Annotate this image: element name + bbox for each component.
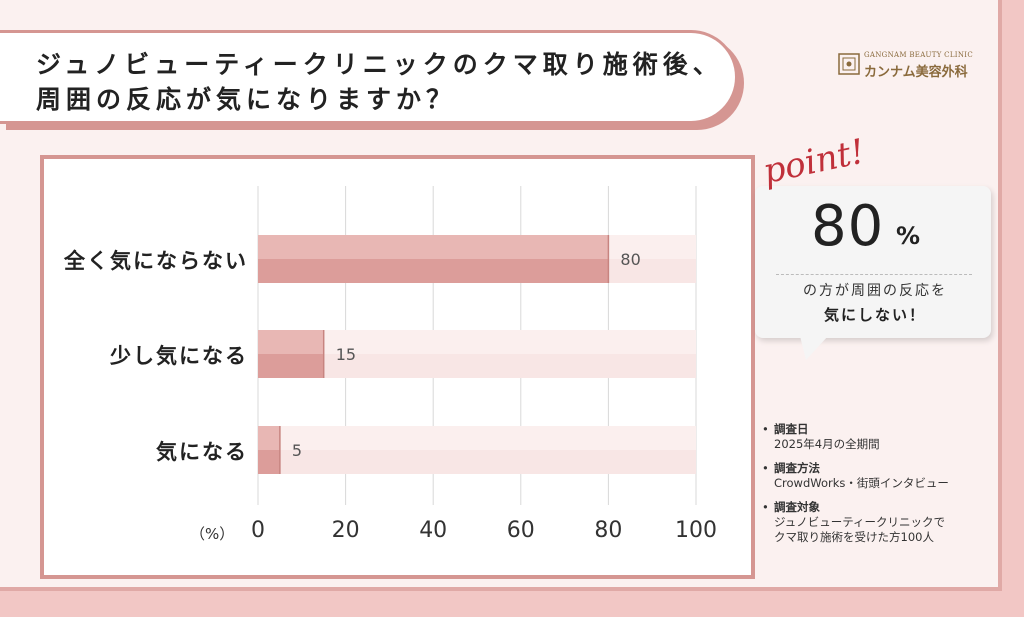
note-value: 2025年4月の全期間	[774, 437, 880, 451]
note-value: クマ取り施術を受けた方100人	[774, 530, 934, 544]
title-line-2: 周囲の反応が気になりますか？	[36, 85, 457, 114]
title-banner: ジュノビューティークリニックのクマ取り施術後、 周囲の反応が気になりますか？	[0, 30, 738, 124]
clinic-emblem-icon	[838, 53, 860, 75]
survey-notes: 調査日 2025年4月の全期間 調査方法 CrowdWorks・街頭インタビュー…	[762, 422, 992, 554]
callout-text-1: の方が周囲の反応を	[803, 283, 947, 299]
note-item: 調査日 2025年4月の全期間	[762, 422, 992, 452]
content-card: ジュノビューティークリニックのクマ取り施術後、 周囲の反応が気になりますか？ G…	[0, 0, 1002, 591]
note-heading: 調査方法	[774, 461, 820, 475]
brand-name-jp: カンナム美容外科	[864, 65, 968, 80]
highlight-number: 80	[811, 194, 885, 259]
unit-label: （%）	[190, 525, 235, 543]
note-item: 調査方法 CrowdWorks・街頭インタビュー	[762, 461, 992, 491]
brand-name-en: GANGNAM BEAUTY CLINIC	[864, 51, 973, 59]
category-label: 少し気になる	[110, 344, 248, 368]
x-tick-label: 0	[251, 518, 265, 543]
callout-divider	[776, 274, 972, 275]
note-heading: 調査対象	[774, 500, 820, 514]
category-label: 全く気にならない	[64, 249, 248, 273]
category-label: 気になる	[156, 440, 248, 464]
title-line-1: ジュノビューティークリニックのクマ取り施術後、	[36, 50, 723, 79]
callout-text-2: 気にしない！	[823, 306, 926, 324]
point-callout	[755, 186, 991, 338]
x-tick-label: 20	[331, 518, 360, 543]
note-value: ジュノビューティークリニックで	[774, 515, 946, 529]
note-item: 調査対象 ジュノビューティークリニックで クマ取り施術を受けた方100人	[762, 500, 992, 545]
highlight-unit: %	[896, 222, 921, 250]
x-tick-label: 40	[419, 518, 448, 543]
callout-tail	[800, 336, 828, 360]
point-label: point!	[759, 131, 869, 192]
x-tick-label: 100	[675, 518, 717, 543]
x-tick-label: 60	[506, 518, 535, 543]
note-value: CrowdWorks・街頭インタビュー	[774, 476, 949, 490]
note-heading: 調査日	[774, 422, 809, 436]
x-tick-label: 80	[594, 518, 623, 543]
